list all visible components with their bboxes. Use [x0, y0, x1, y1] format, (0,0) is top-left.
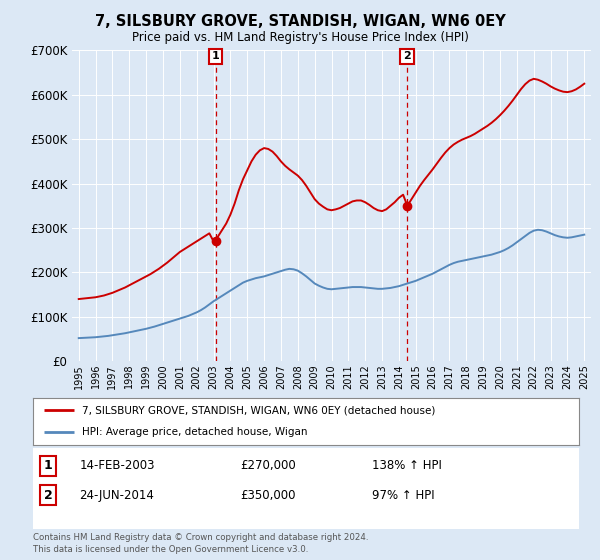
Text: 2: 2 — [44, 488, 53, 502]
Text: 1: 1 — [212, 52, 220, 61]
Text: 138% ↑ HPI: 138% ↑ HPI — [371, 459, 442, 473]
Text: Contains HM Land Registry data © Crown copyright and database right 2024.
This d: Contains HM Land Registry data © Crown c… — [33, 533, 368, 554]
Text: £270,000: £270,000 — [241, 459, 296, 473]
Text: £350,000: £350,000 — [241, 488, 296, 502]
Text: 24-JUN-2014: 24-JUN-2014 — [79, 488, 154, 502]
Text: 14-FEB-2003: 14-FEB-2003 — [79, 459, 155, 473]
Text: HPI: Average price, detached house, Wigan: HPI: Average price, detached house, Wiga… — [82, 427, 308, 437]
Text: 7, SILSBURY GROVE, STANDISH, WIGAN, WN6 0EY: 7, SILSBURY GROVE, STANDISH, WIGAN, WN6 … — [95, 14, 505, 29]
Text: 2: 2 — [403, 52, 411, 61]
Text: Price paid vs. HM Land Registry's House Price Index (HPI): Price paid vs. HM Land Registry's House … — [131, 31, 469, 44]
Text: 1: 1 — [44, 459, 53, 473]
Text: 97% ↑ HPI: 97% ↑ HPI — [371, 488, 434, 502]
Text: 7, SILSBURY GROVE, STANDISH, WIGAN, WN6 0EY (detached house): 7, SILSBURY GROVE, STANDISH, WIGAN, WN6 … — [82, 405, 436, 416]
